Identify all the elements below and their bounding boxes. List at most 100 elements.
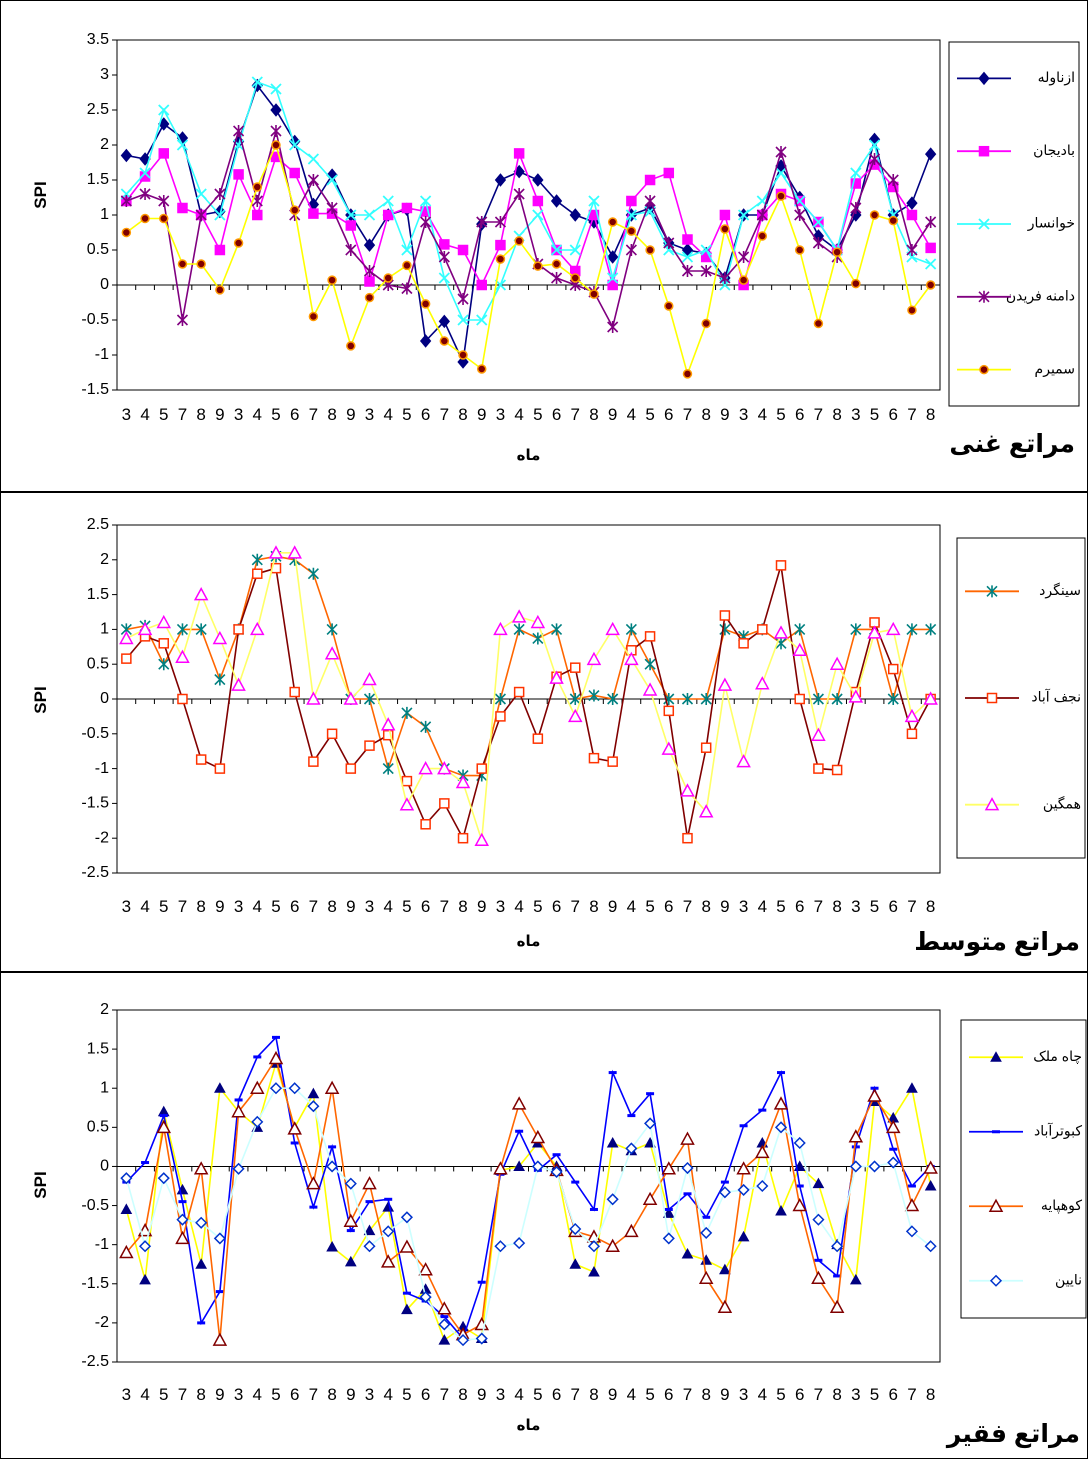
data-point: [455, 774, 471, 789]
data-point: [550, 272, 563, 284]
data-point: [849, 1160, 862, 1173]
data-point: [382, 762, 394, 775]
x-tick-label: 9: [720, 405, 729, 424]
data-point: [139, 1273, 151, 1285]
data-point: [401, 1303, 413, 1315]
x-tick-label: 7: [440, 405, 449, 424]
x-tick-label: 4: [383, 405, 392, 424]
data-point: [195, 209, 207, 221]
data-point: [400, 1211, 413, 1224]
data-point: [475, 1332, 488, 1345]
data-point: [420, 216, 432, 228]
data-point: [925, 258, 937, 270]
data-point: [663, 705, 675, 717]
chart-title: مراتع فقیر: [945, 1420, 1080, 1449]
data-point: [532, 195, 544, 207]
x-tick-label: 7: [814, 897, 823, 916]
data-point: [551, 259, 562, 269]
x-tick-label: 7: [178, 405, 187, 424]
y-tick-label: 2.5: [87, 516, 109, 533]
x-tick-label: 7: [683, 1385, 692, 1404]
data-point: [925, 280, 936, 290]
data-point: [757, 624, 768, 635]
data-point: [756, 209, 768, 221]
data-point: [401, 282, 413, 295]
data-point: [513, 1160, 525, 1171]
y-tick-label: 0: [100, 1158, 109, 1175]
data-point: [476, 279, 487, 291]
x-tick-label: 7: [309, 405, 318, 424]
x-tick-label: 9: [215, 1385, 224, 1404]
data-point: [213, 1232, 226, 1245]
data-point: [904, 708, 920, 723]
data-point: [885, 621, 901, 636]
data-point: [120, 1172, 133, 1185]
data-point: [364, 740, 375, 751]
data-point: [401, 202, 413, 214]
data-point: [382, 729, 394, 741]
data-point: [252, 568, 263, 579]
data-point: [212, 1332, 228, 1346]
y-tick-label: -0.5: [81, 1197, 109, 1214]
data-point: [513, 1237, 526, 1250]
x-tick-label: 4: [253, 1385, 262, 1404]
y-tick-label: -1: [95, 760, 109, 777]
data-point: [698, 804, 714, 818]
x-tick-label: 5: [645, 1385, 654, 1404]
data-point: [456, 1334, 470, 1347]
x-tick-label: 4: [758, 405, 767, 424]
y-tick-label: -1: [95, 346, 109, 363]
y-tick-label: -0.5: [81, 725, 109, 742]
x-tick-label: 5: [159, 405, 168, 424]
legend-marker: [992, 1130, 1000, 1134]
x-tick-label: 5: [533, 897, 542, 916]
x-tick-label: 6: [889, 405, 898, 424]
data-point: [532, 209, 544, 221]
data-point: [343, 1213, 359, 1227]
x-tick-label: 8: [832, 405, 841, 424]
x-tick-label: 5: [533, 405, 542, 424]
x-tick-label: 3: [365, 1385, 374, 1404]
data-point: [775, 560, 787, 571]
data-point: [849, 1273, 862, 1285]
x-tick-label: 9: [477, 405, 486, 424]
data-point: [924, 147, 937, 161]
legend-label: خوانسار: [1027, 215, 1075, 232]
data-point: [923, 1160, 938, 1174]
data-point: [867, 1088, 882, 1102]
x-tick-label: 3: [365, 897, 374, 916]
data-point: [176, 139, 189, 151]
data-point: [362, 1176, 377, 1190]
x-tick-label: 6: [421, 897, 430, 916]
legend-marker: [978, 290, 990, 303]
data-point: [476, 216, 488, 228]
data-point: [178, 1200, 187, 1204]
x-tick-label: 9: [346, 1385, 355, 1404]
x-tick-label: 6: [664, 405, 673, 424]
data-point: [777, 1071, 786, 1075]
data-point: [346, 341, 356, 351]
x-tick-label: 6: [795, 897, 804, 916]
data-point: [737, 209, 750, 221]
data-point: [120, 1203, 133, 1214]
data-point: [363, 265, 376, 277]
y-tick-label: -1: [95, 1236, 109, 1253]
data-point: [812, 1177, 825, 1189]
data-point: [494, 1240, 507, 1253]
x-tick-label: 7: [683, 405, 692, 424]
data-point: [701, 318, 711, 329]
legend-label: ازناوله: [1038, 69, 1075, 86]
data-point: [268, 1050, 284, 1065]
data-point: [867, 625, 882, 639]
data-point: [120, 195, 132, 207]
data-point: [532, 173, 544, 187]
data-point: [439, 336, 450, 346]
x-tick-label: 4: [383, 1385, 392, 1404]
data-point: [309, 1205, 318, 1209]
x-tick-label: 6: [552, 1385, 561, 1404]
data-point: [269, 1082, 283, 1095]
data-point: [756, 1179, 769, 1193]
x-tick-label: 3: [234, 897, 243, 916]
data-point: [233, 238, 244, 248]
data-point: [773, 625, 789, 639]
